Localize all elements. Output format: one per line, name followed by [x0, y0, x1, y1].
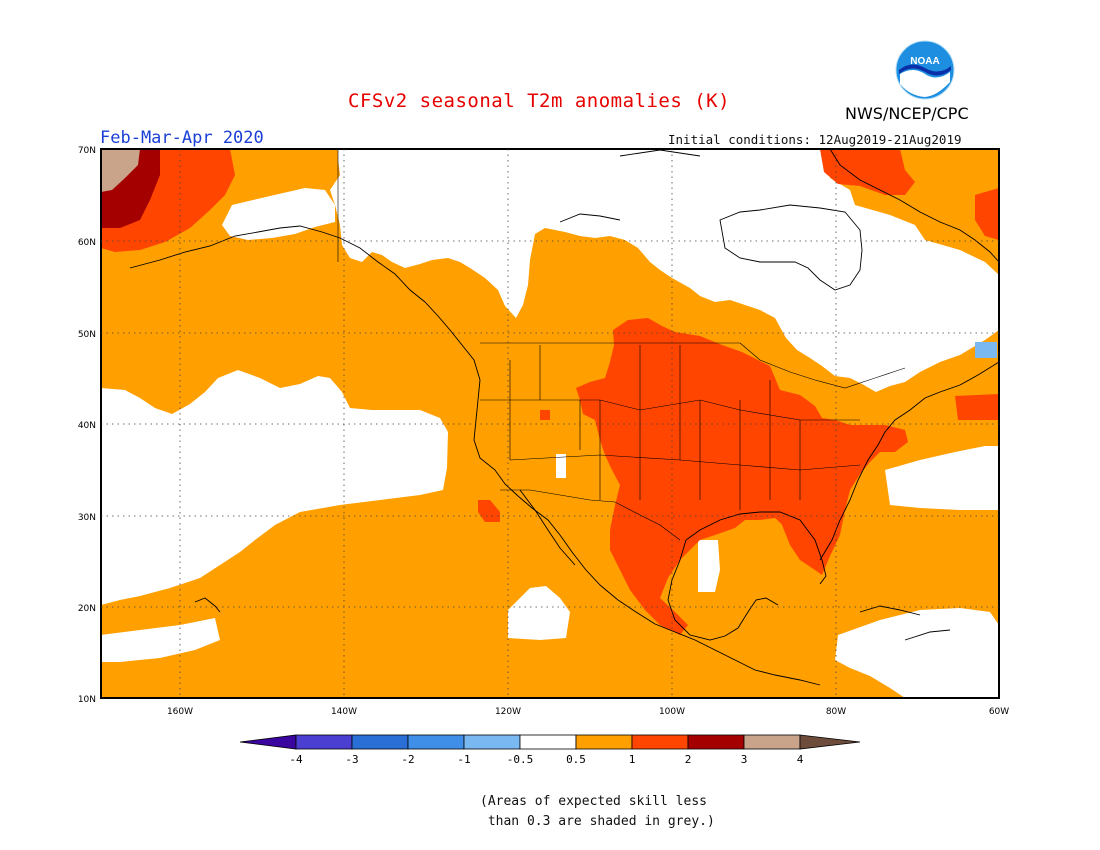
- anomaly-region-1-2-atlantic: [955, 394, 999, 420]
- colorbar-segment: [743, 734, 801, 750]
- colorbar-segment: [407, 734, 465, 750]
- colorbar-tick-label: 4: [797, 753, 804, 766]
- lat-label: 30N: [78, 513, 96, 523]
- lon-label: 100W: [659, 707, 685, 717]
- skill-footnote: (Areas of expected skill less than 0.3 a…: [480, 794, 715, 829]
- latitude-labels: 70N 60N 50N 40N 30N 20N 10N: [78, 146, 96, 705]
- colorbar-tick-label: -3: [345, 753, 358, 766]
- organization-label: NWS/NCEP/CPC: [845, 104, 969, 123]
- neutral-region-mexico-pacific: [508, 586, 570, 640]
- colorbar-tick-label: 2: [685, 753, 692, 766]
- color-scale-bar: [239, 734, 861, 750]
- lat-label: 20N: [78, 604, 96, 614]
- colorbar-tick-label: -4: [289, 753, 303, 766]
- plot-frame: [100, 148, 1000, 699]
- colorbar-segment: [239, 734, 297, 750]
- anomaly-region-1-2-labrador: [820, 149, 915, 195]
- lon-label: 160W: [167, 707, 193, 717]
- graticule: [101, 149, 999, 698]
- noaa-logo-icon: NOAA: [895, 40, 955, 100]
- political-borders: [337, 149, 906, 541]
- colorbar-segment: [519, 734, 577, 750]
- anomaly-region-1-2-greenland: [975, 188, 999, 240]
- lat-label: 40N: [78, 421, 96, 431]
- lon-label: 120W: [495, 707, 521, 717]
- anomaly-region-3-4-alaska: [101, 149, 140, 192]
- neutral-region-pacific: [101, 370, 448, 605]
- anomaly-shading: [101, 149, 999, 698]
- lat-label: 60N: [78, 238, 96, 248]
- longitude-labels: 160W 140W 120W 100W 80W 60W: [167, 707, 1009, 717]
- neutral-region-gulf: [698, 540, 720, 592]
- colorbar-tick-label: 3: [741, 753, 748, 766]
- lon-label: 60W: [989, 707, 1009, 717]
- colorbar-segment: [575, 734, 633, 750]
- anomaly-region-1-2-florida-coast: [780, 515, 820, 570]
- colorbar-segment: [463, 734, 521, 750]
- colorbar-tick-label: -0.5: [507, 753, 534, 766]
- noaa-logo-text: NOAA: [910, 56, 939, 67]
- map-title: CFSv2 seasonal T2m anomalies (K): [348, 90, 731, 112]
- colorbar-segment: [631, 734, 689, 750]
- colorbar-tick-labels: -4 -3 -2 -1 -0.5 0.5 1 2 3 4: [289, 753, 803, 766]
- colorbar-tick-label: -2: [401, 753, 414, 766]
- neutral-region-nevada: [556, 454, 566, 478]
- lon-label: 80W: [826, 707, 846, 717]
- anomaly-region-1-2-baja: [478, 500, 500, 522]
- colorbar-segment: [351, 734, 409, 750]
- neutral-region-alaska: [222, 188, 335, 240]
- neutral-region-caribbean: [835, 608, 999, 698]
- colorbar-tick-label: 0.5: [566, 753, 586, 766]
- lat-label: 70N: [78, 146, 96, 156]
- anomaly-region-1-2-conus: [576, 318, 908, 635]
- colorbar-segment: [295, 734, 353, 750]
- neutral-region-hawaii-south: [101, 618, 220, 662]
- lon-label: 140W: [331, 707, 357, 717]
- colorbar-tick-label: 1: [629, 753, 636, 766]
- colorbar-tick-label: -1: [457, 753, 470, 766]
- anomaly-region-neg1-neg0p5-canada: [975, 342, 997, 358]
- anomaly-region-1-2-utah: [540, 410, 550, 420]
- lat-label: 10N: [78, 695, 96, 705]
- neutral-region-atlantic: [885, 446, 999, 510]
- initial-conditions: Initial conditions: 12Aug2019-21Aug2019: [668, 132, 962, 147]
- lat-label: 50N: [78, 330, 96, 340]
- coastlines: [129, 149, 999, 686]
- colorbar-segment: [687, 734, 745, 750]
- forecast-period: Feb-Mar-Apr 2020: [100, 128, 264, 148]
- colorbar-segment: [799, 734, 861, 750]
